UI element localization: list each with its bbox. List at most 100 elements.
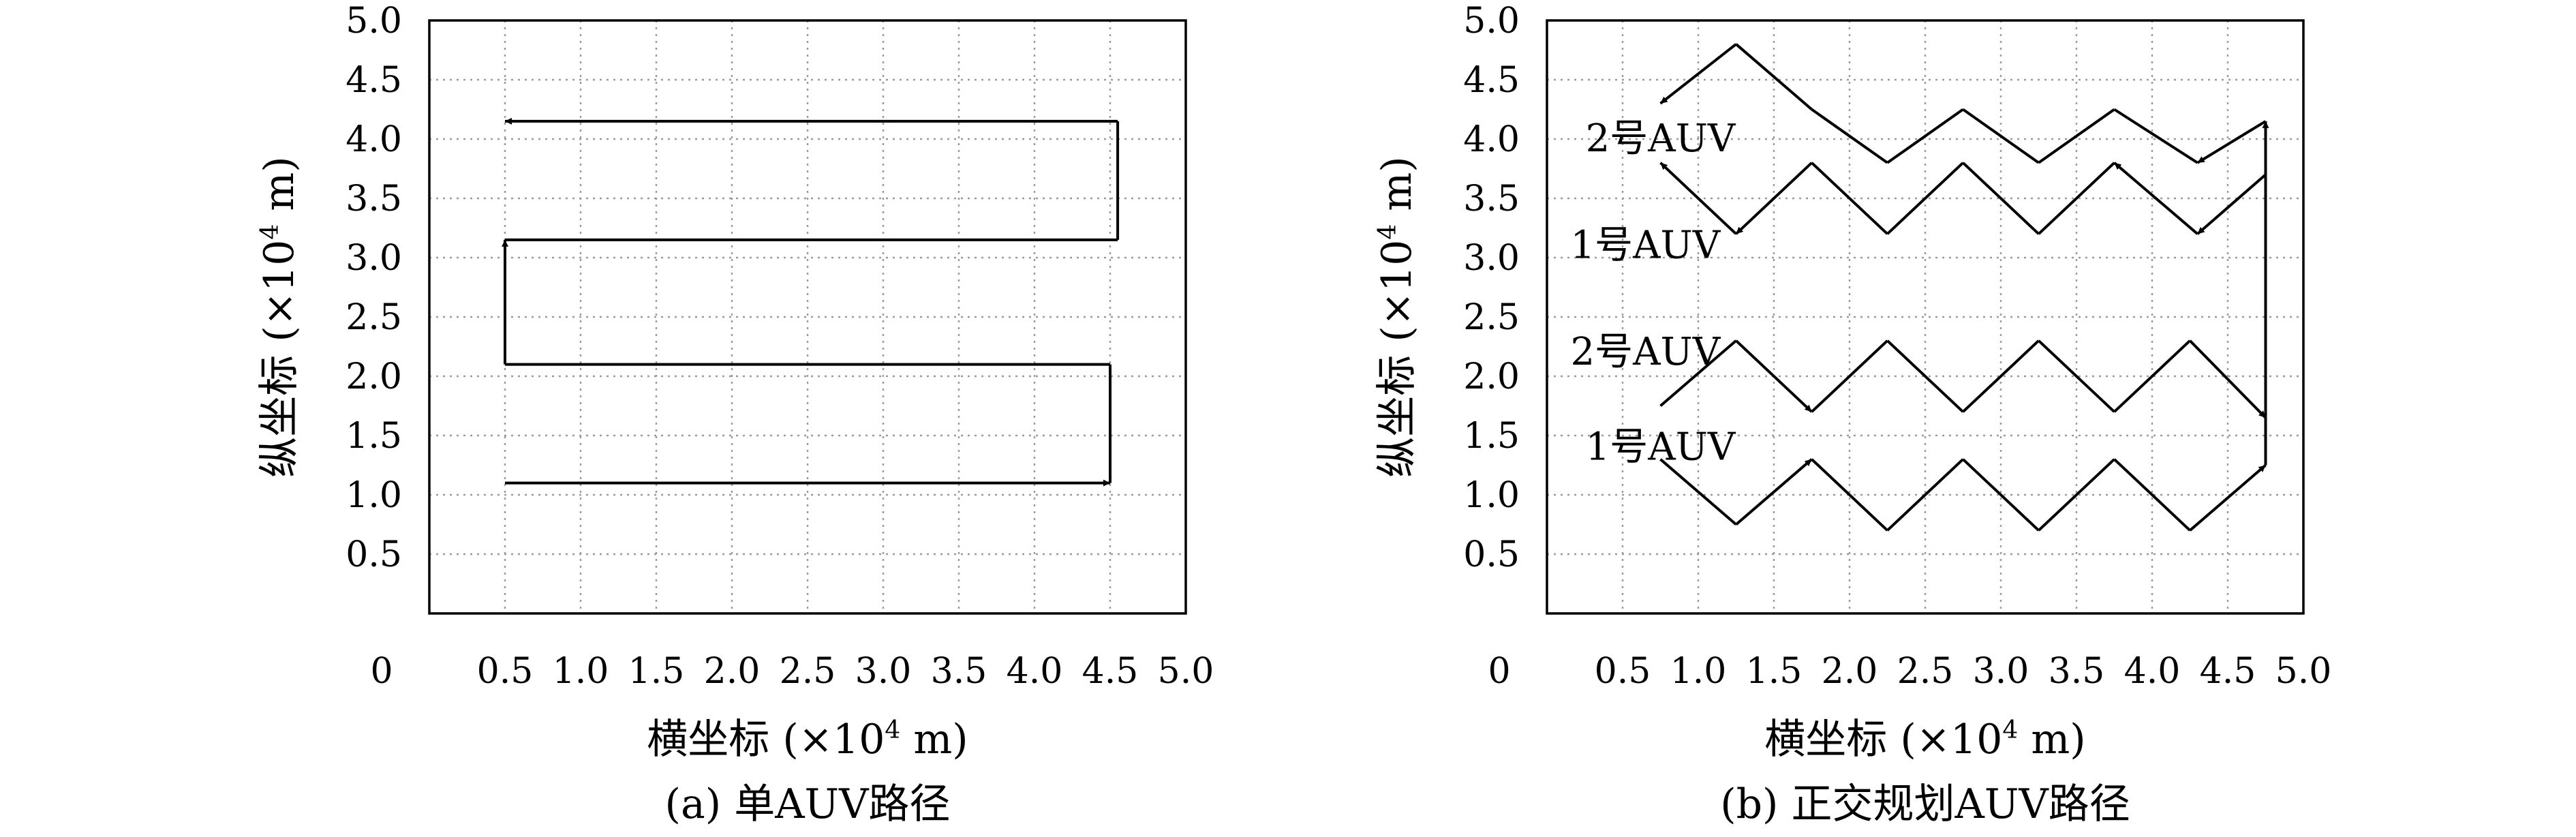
y-tick-label: 2.0 [1463, 356, 1520, 397]
x-tick-labels-b: 0 0.5 1.0 1.5 2.0 2.5 3.0 3.5 4.0 4.5 5.0 [1488, 651, 2331, 692]
x-tick-label: 0.5 [477, 651, 534, 692]
series-path [1659, 162, 2267, 235]
y-tick-label: 2.0 [346, 356, 402, 397]
x-tick-label: 0 [1488, 651, 1510, 692]
x-tick-label: 3.0 [855, 651, 912, 692]
path-segment [1886, 458, 1964, 532]
path-segment [2189, 463, 2267, 532]
x-axis-label-a: 横坐标 (×104 m) [647, 716, 968, 763]
path-segment [1659, 43, 1737, 105]
path-segment [1886, 339, 1964, 413]
y-axis-label-b: 纵坐标 (×104 m) [1373, 156, 1421, 477]
x-tick-label: 5.0 [1158, 651, 1214, 692]
x-tick-label: 3.5 [2049, 651, 2105, 692]
path-segment [1659, 339, 1737, 408]
path-segment [1811, 162, 1888, 235]
grid-b [1547, 19, 2305, 613]
x-tick-label: 1.0 [553, 651, 609, 692]
y-tick-label: 2.5 [346, 297, 402, 338]
y-tick-label: 1.5 [346, 416, 402, 457]
x-tick-label: 3.5 [931, 651, 987, 692]
y-tick-label: 2.5 [1463, 297, 1520, 338]
path-segment [1886, 108, 1964, 164]
y-axis-label-a: 纵坐标 (×104 m) [256, 156, 303, 477]
path-segment [1735, 339, 1813, 413]
grid-a [429, 19, 1187, 613]
y-tick-label: 3.0 [1463, 238, 1520, 279]
series-label: 1号AUV [1570, 224, 1721, 268]
path-segment [2038, 339, 2115, 413]
path-segment [1886, 162, 1964, 235]
y-tick-label: 3.0 [346, 238, 402, 279]
x-tick-label: 5.0 [2275, 651, 2332, 692]
path-segment [2113, 458, 2191, 532]
path-segment [2196, 173, 2267, 235]
y-tick-label: 1.0 [1463, 475, 1520, 516]
path-segment [1659, 162, 1737, 235]
series-label: 2号AUV [1570, 330, 1721, 374]
path-segment [2113, 339, 2191, 413]
y-tick-labels-b: 0.5 1.0 1.5 2.0 2.5 3.0 3.5 4.0 4.5 5.0 [1463, 1, 1520, 575]
x-tick-label: 4.5 [2200, 651, 2256, 692]
path-segment [1735, 43, 1813, 111]
path-segment [1811, 458, 1888, 532]
x-axis-label-b: 横坐标 (×104 m) [1764, 716, 2085, 763]
path-segment [1962, 458, 2040, 532]
y-tick-label: 4.5 [1463, 60, 1520, 101]
x-tick-label: 0 [370, 651, 393, 692]
caption-a: (a) 单AUV路径 [665, 780, 951, 828]
x-tick-label: 1.5 [628, 651, 685, 692]
series-label: 2号AUV [1586, 117, 1736, 161]
x-tick-label: 2.5 [780, 651, 836, 692]
path-segment [1735, 162, 1813, 235]
y-tick-label: 3.5 [1463, 179, 1520, 219]
series-a [502, 117, 1120, 487]
x-tick-label: 1.0 [1670, 651, 1727, 692]
path-segment [1659, 458, 1737, 526]
x-tick-label: 4.0 [1007, 651, 1063, 692]
y-tick-label: 4.0 [346, 119, 402, 160]
caption-b: (b) 正交规划AUV路径 [1720, 780, 2130, 828]
path-segment [2113, 162, 2198, 235]
path-segment [1811, 108, 1888, 164]
x-tick-label: 2.0 [1822, 651, 1878, 692]
path-segment [1962, 162, 2040, 235]
plot-frame-b [1546, 19, 2305, 615]
y-tick-label: 4.0 [1463, 119, 1520, 160]
chart-b: 0 0.5 1.0 1.5 2.0 2.5 3.0 3.5 4.0 4.5 5.0 0.5 1.0 1.… [1373, 1, 2331, 828]
x-tick-label: 4.0 [2124, 651, 2181, 692]
path-segment [2196, 120, 2267, 164]
path-segment [2113, 108, 2198, 164]
series-path [502, 117, 1120, 487]
path-segment [2038, 108, 2115, 164]
path-segment [2038, 162, 2115, 235]
series-label: 1号AUV [1586, 425, 1736, 469]
path-segment [1811, 339, 1888, 413]
series-path [1659, 43, 2269, 532]
x-tick-labels-a: 0 0.5 1.0 1.5 2.0 2.5 3.0 3.5 4.0 4.5 5.0 [370, 651, 1214, 692]
y-tick-label: 0.5 [1463, 534, 1520, 575]
y-tick-label: 1.5 [1463, 416, 1520, 457]
path-segment [2189, 339, 2267, 419]
x-tick-label: 2.0 [704, 651, 761, 692]
y-tick-label: 5.0 [346, 1, 402, 42]
series-labels-b: 2号AUV 1号AUV 2号AUV 1号AUV [1570, 117, 1736, 469]
path-segment [2038, 458, 2115, 532]
x-tick-label: 3.0 [1973, 651, 2029, 692]
x-tick-label: 1.5 [1746, 651, 1803, 692]
series-b [1659, 43, 2269, 532]
x-tick-label: 4.5 [1082, 651, 1139, 692]
plot-frame-a [428, 19, 1187, 615]
x-tick-label: 0.5 [1595, 651, 1651, 692]
y-tick-label: 0.5 [346, 534, 402, 575]
y-tick-labels-a: 0.5 1.0 1.5 2.0 2.5 3.0 3.5 4.0 4.5 5.0 [346, 1, 402, 575]
series-path [1659, 339, 2267, 419]
chart-a: 0 0.5 1.0 1.5 2.0 2.5 3.0 3.5 4.0 4.5 5.0 0.5 1.0 1.… [256, 1, 1214, 828]
y-tick-label: 5.0 [1463, 1, 1520, 42]
path-segment [1735, 458, 1813, 526]
path-segment [1962, 108, 2040, 164]
y-tick-label: 1.0 [346, 475, 402, 516]
x-tick-label: 2.5 [1897, 651, 1954, 692]
y-tick-label: 4.5 [346, 60, 402, 101]
